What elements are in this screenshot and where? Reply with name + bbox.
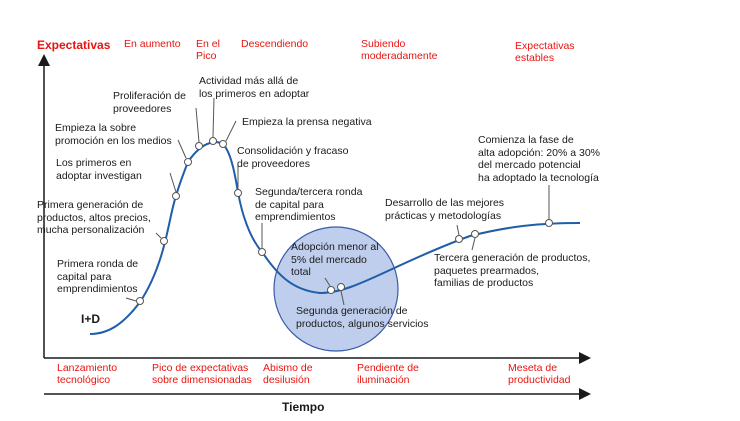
- bottom-phase-label: Pico de expectativas sobre dimensionadas: [152, 362, 252, 386]
- curve-marker: [327, 286, 335, 294]
- leader-line: [340, 290, 345, 306]
- annotation-label: Primera ronda de capital para emprendimi…: [57, 258, 139, 295]
- top-phase-label: Expectativas estables: [515, 40, 575, 64]
- curve-marker: [172, 192, 180, 200]
- rd-label: I+D: [81, 312, 101, 326]
- leader-line: [456, 224, 460, 236]
- curve-marker: [455, 235, 463, 243]
- annotation-label: Primera generación de productos, altos p…: [37, 199, 151, 236]
- top-phase-label: Subiendo moderadamente: [361, 38, 438, 62]
- annotation-label: Consolidación y fracaso de proveedores: [237, 145, 349, 170]
- leader-line: [212, 97, 215, 138]
- top-phase-label: En aumento: [124, 38, 181, 50]
- annotation-label: Segunda generación de productos, algunos…: [296, 305, 429, 330]
- annotation-label: Empieza la prensa negativa: [242, 116, 372, 128]
- leader-line: [155, 232, 162, 239]
- leader-line: [471, 237, 476, 251]
- top-phase-label: Descendiendo: [241, 38, 309, 50]
- curve-marker: [195, 142, 203, 150]
- annotation-label: Proliferación de proveedores: [113, 90, 186, 115]
- bottom-phase-label: Pendiente de iluminación: [357, 362, 419, 386]
- curve-marker: [209, 137, 217, 145]
- bottom-phase-label: Lanzamiento tecnológico: [57, 362, 118, 386]
- y-axis-label: Expectativas: [37, 38, 111, 52]
- annotation-label: Desarrollo de las mejores prácticas y me…: [385, 197, 505, 222]
- leader-line: [125, 297, 137, 302]
- annotation-label: Comienza la fase de alta adopción: 20% a…: [478, 134, 601, 184]
- leader-line: [225, 120, 237, 142]
- trough-bubble: [273, 226, 399, 352]
- leader-line: [169, 172, 177, 193]
- curve-marker: [471, 230, 479, 238]
- curve-marker: [234, 189, 242, 197]
- leader-line: [195, 107, 200, 143]
- curve-marker: [184, 158, 192, 166]
- x-axis-label: Tiempo: [282, 400, 325, 414]
- annotation-label: Actividad más allá de los primeros en ad…: [199, 75, 310, 100]
- leader-lines: [125, 97, 550, 306]
- bottom-phase-label: Meseta de productividad: [508, 362, 571, 386]
- curve-markers: [136, 137, 553, 305]
- annotation-label: Segunda/tercera ronda de capital para em…: [255, 186, 363, 223]
- curve-marker: [136, 297, 144, 305]
- curve-marker: [160, 237, 168, 245]
- bottom-phase-label: Abismo de desilusión: [263, 362, 313, 386]
- leader-line: [177, 139, 187, 159]
- annotation-label: Adopción menor al 5% del mercado total: [291, 241, 379, 278]
- curve-marker: [337, 283, 345, 291]
- curve-marker: [545, 219, 553, 227]
- annotation-label: Tercera generación de productos, paquete…: [434, 252, 591, 289]
- top-phase-label: En el Pico: [196, 38, 220, 62]
- annotation-label: Empieza la sobre promoción en los medios: [55, 122, 172, 147]
- annotation-label: Los primeros en adoptar investigan: [56, 157, 142, 182]
- curve-marker: [258, 248, 266, 256]
- leader-line: [324, 277, 331, 287]
- curve-marker: [219, 140, 227, 148]
